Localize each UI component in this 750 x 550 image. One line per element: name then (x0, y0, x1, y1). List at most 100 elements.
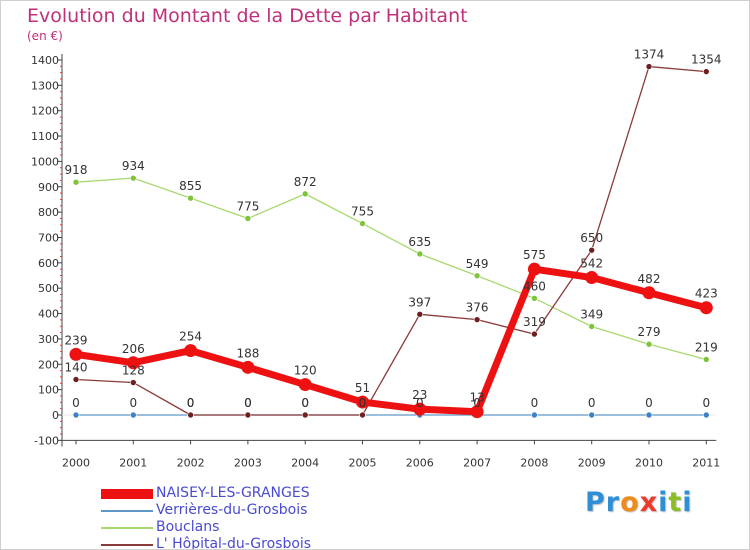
chart-unit: (en €) (27, 29, 63, 43)
data-point (298, 378, 312, 392)
data-label: 650 (580, 231, 603, 245)
data-point (527, 262, 541, 276)
data-label: 0 (702, 396, 710, 410)
data-label: 0 (72, 396, 80, 410)
data-point (359, 220, 366, 227)
data-label: 239 (65, 333, 88, 347)
y-tick-label: 200 (38, 358, 59, 371)
data-point (359, 411, 366, 419)
data-point (531, 295, 538, 302)
data-label: 542 (580, 257, 603, 271)
data-point (301, 411, 309, 419)
y-tick-label: 900 (38, 181, 59, 194)
data-label: 855 (179, 179, 202, 193)
data-label: 0 (416, 396, 424, 410)
y-tick-label: 1000 (31, 155, 59, 168)
data-point (413, 402, 427, 416)
data-point (241, 360, 255, 374)
y-tick-label: 1400 (31, 54, 59, 67)
chart-title: Evolution du Montant de la Dette par Hab… (27, 5, 468, 27)
data-label: 934 (122, 159, 145, 173)
data-point (301, 190, 309, 198)
y-tick-label: 800 (38, 206, 59, 219)
data-point (244, 411, 252, 419)
data-point (416, 311, 424, 318)
data-label: 0 (473, 396, 481, 410)
logo-letter: i (682, 487, 693, 518)
data-label: 549 (466, 257, 489, 271)
data-label: 575 (523, 248, 546, 262)
data-point (531, 411, 538, 419)
x-tick-label: 2006 (406, 456, 434, 469)
y-tick-label: 700 (38, 231, 59, 244)
data-label: 128 (122, 364, 145, 378)
logo-letter: i (658, 487, 669, 518)
data-label: 423 (695, 287, 718, 301)
data-label: 0 (588, 396, 596, 410)
data-label: 755 (351, 205, 374, 219)
data-point (187, 194, 194, 202)
data-point (470, 405, 484, 419)
x-tick-label: 2004 (291, 456, 319, 469)
data-label: 279 (638, 325, 661, 339)
x-tick-label: 2001 (119, 456, 147, 469)
data-label: 0 (187, 396, 195, 410)
logo-letter: r (605, 487, 621, 518)
data-label: 219 (695, 340, 718, 354)
data-label: 397 (408, 295, 431, 309)
data-label: 0 (531, 396, 539, 410)
data-point (585, 271, 599, 285)
x-tick-label: 2000 (62, 456, 90, 469)
y-tick-label: 1300 (31, 79, 59, 92)
y-tick-label: 600 (38, 257, 59, 270)
data-point (702, 356, 710, 363)
data-point (187, 411, 194, 419)
data-point (588, 411, 596, 419)
data-label: 460 (523, 279, 546, 293)
data-label: 349 (580, 307, 603, 321)
x-tick-label: 2003 (234, 456, 262, 469)
data-point (416, 250, 424, 258)
logo-letter: o (620, 487, 640, 518)
data-label: 0 (244, 396, 252, 410)
data-label: 775 (236, 199, 259, 213)
x-tick-label: 2010 (635, 456, 663, 469)
data-label: 482 (638, 272, 661, 286)
data-point (645, 340, 653, 348)
data-point (588, 323, 596, 330)
data-point (702, 411, 710, 419)
data-label: 23 (412, 388, 427, 402)
data-label: 0 (187, 396, 195, 410)
data-point (645, 63, 653, 70)
y-tick-label: 1200 (31, 105, 59, 118)
data-point (130, 174, 137, 182)
data-label: 0 (359, 396, 367, 410)
x-tick-label: 2009 (578, 456, 606, 469)
data-label: 0 (301, 396, 309, 410)
data-label: 0 (301, 396, 309, 410)
data-label: 120 (294, 364, 317, 378)
data-label: 635 (408, 235, 431, 249)
data-label: 188 (236, 346, 259, 360)
legend-swatch-verrieres (101, 510, 153, 512)
series-line-1 (75, 177, 707, 361)
y-tick-label: 1100 (31, 130, 59, 143)
data-point (72, 376, 80, 383)
data-point (130, 379, 137, 386)
logo-letter: t (668, 487, 683, 518)
proxiti-logo: Proxiti (585, 487, 693, 518)
data-label: 254 (179, 330, 202, 344)
data-point (642, 286, 656, 300)
x-tick-label: 2007 (463, 456, 491, 469)
legend-swatch-naisey (101, 489, 153, 499)
data-point (699, 301, 713, 315)
data-point (126, 356, 140, 370)
data-point (473, 272, 481, 280)
x-tick-label: 2002 (177, 456, 205, 469)
data-label: 0 (129, 396, 137, 410)
logo-letter: P (585, 487, 606, 518)
series-line-3 (75, 265, 708, 416)
data-label: 319 (523, 315, 546, 329)
data-point (473, 316, 481, 323)
data-label: 376 (466, 301, 489, 315)
